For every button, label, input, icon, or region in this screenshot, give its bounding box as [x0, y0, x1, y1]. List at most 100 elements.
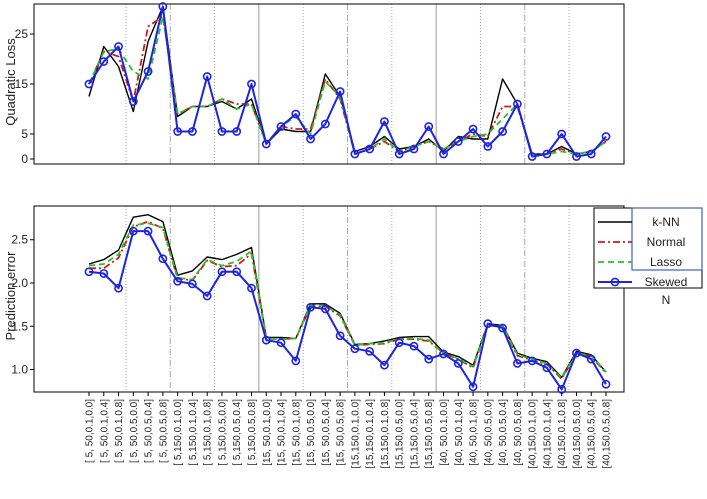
x-tick-label: [40,150,0.1,0.8] [557, 399, 568, 469]
x-tick-label: [15, 50,0.5,0.0] [306, 399, 317, 466]
data-point-skewed [306, 134, 315, 144]
x-tick-label: [ 5, 50,0.5,0.0] [129, 399, 140, 463]
data-point-skewed [542, 149, 552, 159]
data-point-skewed [483, 319, 493, 329]
data-point-skewed [335, 87, 345, 96]
x-tick-label: [40, 50,0.5,0.0] [483, 399, 494, 466]
series-line-lasso [88, 15, 607, 155]
data-point-skewed [586, 354, 596, 364]
x-tick-label: [15, 50,0.5,0.4] [321, 399, 332, 466]
x-tick-label: [15,150,0.5,0.4] [410, 399, 421, 469]
data-point-skewed [320, 304, 330, 314]
series-line-skewed [88, 230, 607, 391]
x-tick-label: [15,150,0.1,0.0] [350, 399, 361, 469]
data-point-skewed [453, 359, 463, 368]
data-point-skewed [276, 338, 286, 348]
x-tick-label: [40,150,0.5,0.0] [572, 399, 583, 469]
data-point-skewed [335, 331, 345, 341]
x-tick-label: [40, 50,0.1,0.4] [454, 399, 465, 466]
data-point-skewed [365, 346, 375, 356]
data-point-skewed [394, 149, 404, 159]
series-line-lasso [88, 222, 607, 380]
x-tick-label: [40, 50,0.5,0.4] [498, 399, 509, 466]
data-point-skewed [261, 335, 271, 345]
data-point-skewed [247, 79, 256, 89]
legend-label-k-nn: k-NN [652, 215, 679, 229]
x-tick-label: [ 5, 50,0.5,0.8] [158, 399, 169, 463]
data-point-skewed [306, 302, 315, 312]
legend-highlight [631, 207, 703, 271]
data-point-skewed [84, 267, 94, 277]
x-tick-label: [15, 50,0.1,0.4] [277, 399, 288, 466]
data-point-skewed [409, 341, 419, 351]
y-tick-label: 25 [15, 27, 29, 41]
data-point-skewed [409, 144, 419, 154]
x-tick-label: [ 5,150,0.5,0.0] [217, 399, 228, 466]
x-tick-label: [ 5,150,0.1,0.8] [203, 399, 214, 466]
data-point-skewed [99, 269, 109, 278]
data-point-skewed [527, 356, 537, 366]
legend-overlap-text: N [662, 293, 671, 307]
y-tick-label: 1.0 [11, 363, 28, 377]
data-point-skewed [380, 117, 389, 126]
data-point-skewed [424, 354, 434, 364]
x-tick-label: [15, 50,0.1,0.0] [262, 399, 273, 466]
x-tick-label: [15,150,0.5,0.8] [424, 399, 435, 469]
legend-marker [610, 277, 620, 287]
data-point-skewed [439, 149, 448, 159]
y-tick-label: 2.5 [11, 233, 28, 247]
data-point-skewed [586, 149, 596, 159]
data-point-skewed [276, 122, 286, 131]
x-tick-label: [40,150,0.1,0.0] [528, 399, 539, 469]
data-point-skewed [187, 279, 197, 289]
x-tick-label: [40, 50,0.1,0.8] [469, 399, 480, 466]
x-tick-label: [40,150,0.1,0.4] [542, 399, 553, 469]
x-tick-label: [ 5, 50,0.5,0.4] [144, 399, 155, 463]
x-tick-label: [15, 50,0.5,0.8] [336, 399, 347, 466]
x-tick-label: [15,150,0.1,0.8] [380, 399, 391, 469]
data-point-skewed [232, 127, 242, 136]
data-point-skewed [202, 291, 212, 301]
data-point-skewed [158, 254, 168, 264]
data-point-skewed [572, 348, 581, 358]
x-tick-label: [15,150,0.5,0.0] [395, 399, 406, 469]
top-y-axis-label: Quadratic Loss [3, 38, 18, 126]
data-point-skewed [498, 127, 507, 136]
data-point-skewed [601, 379, 611, 389]
x-tick-label: [40, 50,0.1,0.0] [439, 399, 450, 466]
x-tick-label: [ 5, 50,0.1,0.0] [85, 399, 96, 463]
data-point-skewed [527, 152, 537, 161]
data-point-skewed [350, 344, 360, 354]
legend-label-lasso: Lasso [650, 255, 682, 269]
data-point-skewed [128, 97, 138, 106]
x-tick-label: [40,150,0.5,0.4] [587, 399, 598, 469]
x-tick-label: [ 5, 50,0.1,0.4] [99, 399, 110, 463]
legend: k-NN Normal Lasso Skewed N [593, 207, 703, 307]
data-point-skewed [187, 127, 197, 136]
data-point-skewed [143, 226, 153, 236]
data-point-skewed [601, 132, 611, 141]
plot-frame [33, 205, 625, 393]
data-point-skewed [483, 142, 493, 151]
x-tick-label: [15, 50,0.1,0.8] [291, 399, 302, 466]
data-point-skewed [542, 363, 552, 373]
data-point-skewed [512, 99, 522, 109]
data-point-skewed [350, 149, 360, 159]
data-point-skewed [498, 323, 507, 333]
top-panel-quadratic-loss: 0 5 15 25 [15, 2, 625, 166]
y-tick-label: 1.5 [11, 319, 28, 333]
data-point-skewed [439, 349, 448, 359]
x-tick-label: [ 5,150,0.1,0.4] [188, 399, 199, 466]
data-point-skewed [424, 122, 434, 131]
y-tick-label: 0 [21, 152, 28, 166]
data-point-skewed [202, 72, 212, 81]
bottom-panel-prediction-error: 1.01.52.02.5[ 5, 50,0.1,0.0][ 5, 50,0.1,… [11, 205, 625, 469]
x-tick-label: [40,150,0.5,0.8] [602, 399, 613, 469]
x-tick-label: [ 5,150,0.5,0.8] [247, 399, 258, 466]
data-point-skewed [394, 338, 404, 348]
data-point-skewed [217, 267, 227, 277]
data-point-skewed [114, 283, 123, 293]
data-point-skewed [557, 129, 567, 139]
series-line-skewed [88, 5, 607, 158]
